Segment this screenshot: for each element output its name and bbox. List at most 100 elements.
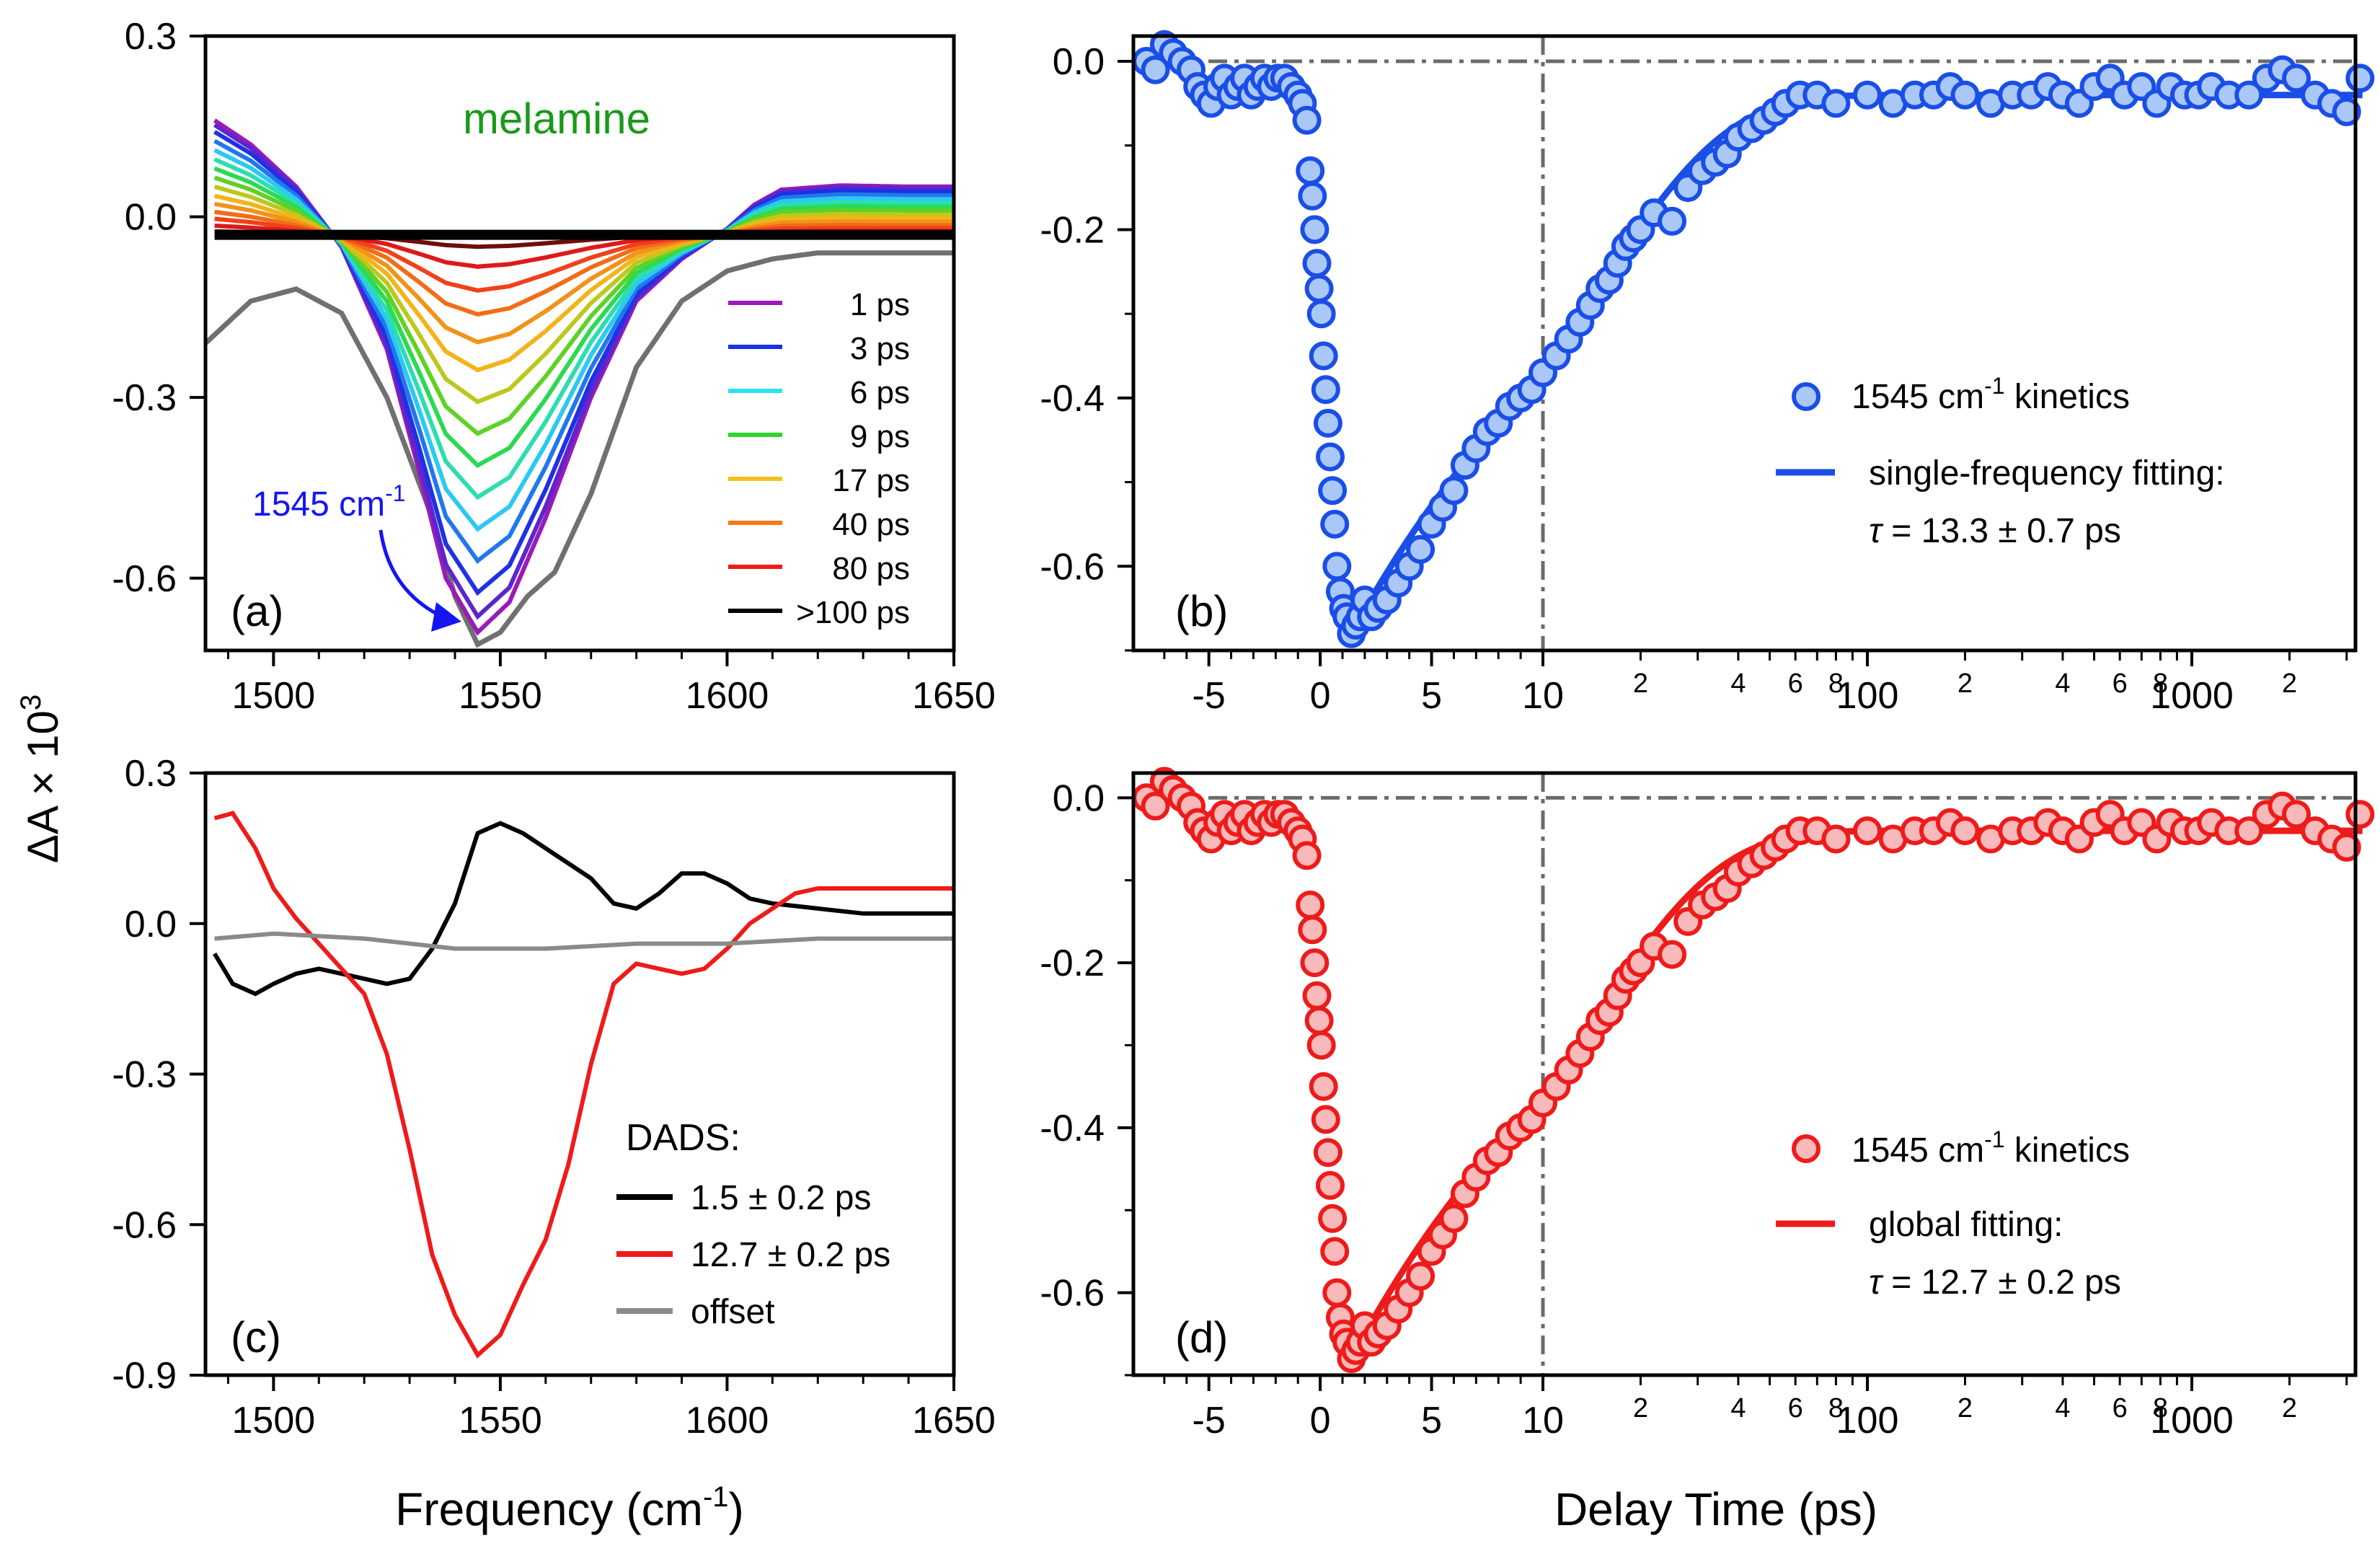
panel-d-data-point xyxy=(1853,816,1882,846)
panel-b-data-point xyxy=(1141,55,1170,84)
panel-d-legend-line-label: global fitting: xyxy=(1869,1206,2063,1244)
panel-d-legend-tau-symbol: τ xyxy=(1869,1263,1884,1302)
panel-a-legend-label: 3 ps xyxy=(850,331,910,366)
panel-a-legend-label: 80 ps xyxy=(832,551,910,586)
panel-b-data-point xyxy=(1406,534,1435,564)
panel-b-data-point xyxy=(2234,80,2264,110)
panel-a-legend: 1 ps 3 ps 6 ps 9 ps 17 ps 40 ps 80 ps >100 ps xyxy=(728,287,910,630)
panel-a-peak-annotation: 1545 cm-1 xyxy=(252,480,406,524)
panel-b-data-point xyxy=(1320,509,1350,539)
panel-d-frame xyxy=(1131,771,2358,1377)
panel-d-legend-points-tail: kinetics xyxy=(2005,1131,2130,1170)
x-axis-label-delay-time: Delay Time (ps) xyxy=(1554,1483,1877,1535)
panel-c-legend: DADS: 1.5 ± 0.2 ps 12.7 ± 0.2 ps offset xyxy=(616,1117,890,1331)
panel-b-x-minor-label: 2 xyxy=(1957,668,1973,699)
panel-d-x-minor-label: 2 xyxy=(1957,1393,1973,1423)
panel-c-curves xyxy=(213,811,954,1359)
panel-d-x-minor-label: 8 xyxy=(1828,1393,1844,1423)
panel-c: 1500 1550 1600 1650 0.3 0.0 -0.3 -0.6 -0.9 (c) D… xyxy=(112,753,995,1442)
panel-b-data-point xyxy=(1309,341,1338,371)
panel-b-data-point xyxy=(1300,215,1330,244)
panel-b-x-minor-label: 4 xyxy=(1730,668,1746,699)
panel-a-x-tick-label: 1600 xyxy=(686,675,769,717)
panel-d-data-point xyxy=(1406,1261,1435,1291)
panel-a-legend-label: 17 ps xyxy=(832,463,910,498)
panel-b-data-point xyxy=(1316,442,1345,472)
panel-a-legend-label: 40 ps xyxy=(832,507,910,542)
panel-b-legend-tau-value: = 13.3 ± 0.7 ps xyxy=(1882,512,2121,550)
panel-d-data-point xyxy=(1322,1278,1352,1307)
panel-b-x-minor-label: 6 xyxy=(1788,668,1803,699)
panel-b-data-point xyxy=(1292,105,1322,135)
panel-a-y-tick-label: -0.6 xyxy=(112,558,177,600)
panel-b-legend-points-tail: kinetics xyxy=(2005,378,2130,416)
panel-c-y-tick-label: -0.9 xyxy=(112,1355,177,1397)
panel-d-x-minor-label: 4 xyxy=(2055,1393,2070,1423)
panel-d-y-tick-label: 0.0 xyxy=(1053,777,1105,819)
panel-d-x-tick-label: 100 xyxy=(1836,1400,1899,1442)
panel-c-legend-title: DADS: xyxy=(626,1117,740,1159)
panel-d-x-minor-label: 8 xyxy=(2153,1393,2168,1423)
panel-b-legend-marker xyxy=(1792,382,1821,411)
panel-b-label: (b) xyxy=(1175,587,1228,635)
panel-b-frame xyxy=(1131,34,2358,653)
panel-c-legend-label: offset xyxy=(691,1293,775,1331)
x-axis-label-frequency-exp: -1 xyxy=(703,1481,729,1513)
panel-c-series-line xyxy=(213,811,954,1359)
x-axis-label-frequency-main: Frequency (cm xyxy=(395,1483,703,1535)
panel-d-x-tick-label: -5 xyxy=(1193,1400,1226,1442)
panel-a-y-tick-label: 0.3 xyxy=(125,16,177,58)
panel-d-data-point xyxy=(1318,1204,1348,1233)
panel-a-peak-annotation-exp: -1 xyxy=(385,480,405,506)
y-axis-label-main: ΔA × 10 xyxy=(19,710,67,863)
panel-d-y-tick-label: -0.2 xyxy=(1040,942,1105,984)
panel-d-data-point xyxy=(1304,1006,1334,1036)
panel-a-peak-arrow xyxy=(379,529,445,619)
panel-b-data-point xyxy=(1313,408,1342,438)
panel-d-label: (d) xyxy=(1175,1313,1228,1361)
panel-b-data-point xyxy=(1322,552,1352,581)
panel-d-x-tick-label: 10 xyxy=(1522,1400,1564,1442)
panel-b-data-point xyxy=(1304,274,1334,304)
panel-b-guides xyxy=(1133,36,2355,650)
panel-d-x-tick-label: 5 xyxy=(1421,1400,1442,1442)
panel-d-x-minor-label: 2 xyxy=(2282,1393,2297,1423)
panel-b-data-point xyxy=(1306,299,1336,329)
panel-d-data-point xyxy=(2282,800,2311,829)
panel-d-y-tick-label: -0.4 xyxy=(1040,1108,1105,1149)
x-axis-label-frequency: Frequency (cm-1) xyxy=(395,1481,744,1535)
panel-b-y-tick-label: -0.2 xyxy=(1040,209,1105,251)
panel-c-y-tick-label: -0.3 xyxy=(112,1054,177,1096)
panel-b-x-minor-label: 6 xyxy=(2113,668,2128,699)
panel-a-label: (a) xyxy=(231,587,283,635)
panel-d-data-point xyxy=(1821,824,1851,854)
panel-d-data-point xyxy=(1658,940,1687,969)
panel-d-data-point xyxy=(1302,981,1332,1010)
panel-d-data-point xyxy=(1306,1030,1336,1060)
panel-b-data-point xyxy=(2332,97,2361,126)
panel-d-data-point xyxy=(1296,891,1325,919)
panel-c-legend-label: 12.7 ± 0.2 ps xyxy=(691,1236,890,1274)
panel-b-legend-points-label: 1545 cm-1 kinetics xyxy=(1852,373,2130,416)
panel-a-legend-label: >100 ps xyxy=(796,595,910,630)
panel-a-peak-annotation-text: 1545 cm xyxy=(252,485,385,524)
panel-b-legend-points-exp: -1 xyxy=(1984,373,2004,399)
panel-d-legend-points-label: 1545 cm-1 kinetics xyxy=(1852,1126,2130,1170)
panel-d-data-point xyxy=(1309,1072,1338,1101)
panel-c-x-tick-label: 1600 xyxy=(686,1400,769,1442)
panel-c-label: (c) xyxy=(231,1313,281,1361)
panel-d-data-point xyxy=(2345,800,2375,829)
panel-b-points xyxy=(1132,30,2375,648)
panel-b-x-tick-label: 5 xyxy=(1421,675,1442,717)
panel-b-x-tick-label: 0 xyxy=(1310,675,1331,717)
panel-d-data-point xyxy=(1298,915,1327,945)
panel-b-legend-line-label: single-frequency fitting: xyxy=(1869,454,2225,493)
panel-b-y-tick-label: 0.0 xyxy=(1053,41,1105,83)
panel-a-steady-state-curve xyxy=(203,250,954,648)
panel-d-data-point xyxy=(1316,1170,1345,1200)
panel-b-fit-line xyxy=(1348,92,2363,635)
panel-a-frame xyxy=(203,34,956,653)
